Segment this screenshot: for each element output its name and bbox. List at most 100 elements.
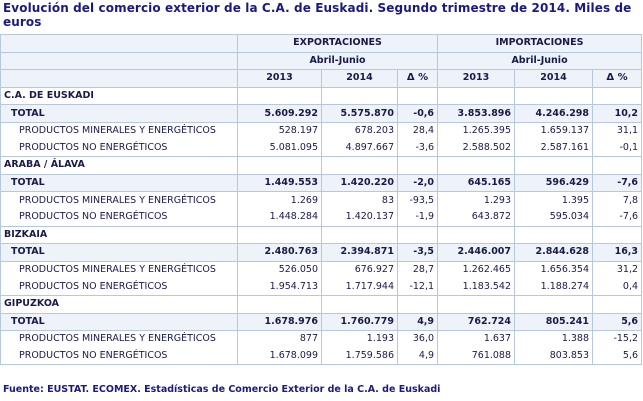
value-cell: 596.429 — [514, 173, 594, 192]
value-cell: 526.050 — [237, 260, 322, 279]
value-cell: 877 — [237, 330, 322, 348]
value-cell: 1.954.713 — [237, 278, 322, 296]
row-label-total: TOTAL — [0, 243, 238, 262]
value-cell: 31,1 — [592, 121, 643, 140]
header-importaciones: IMPORTACIONES — [437, 34, 643, 53]
value-cell: 28,4 — [396, 121, 439, 140]
value-cell: -15,2 — [592, 330, 643, 348]
value-cell: 676.927 — [321, 260, 398, 279]
empty-cell — [437, 225, 516, 244]
value-cell: 1.269 — [237, 191, 322, 209]
value-cell: 1.193 — [321, 330, 398, 348]
value-cell: 1.717.944 — [321, 278, 398, 296]
value-cell: 2.587.161 — [514, 139, 594, 158]
value-cell: 7,8 — [592, 191, 643, 209]
value-cell: 28,7 — [396, 260, 439, 279]
value-cell: 5.081.095 — [237, 139, 322, 158]
period-imp: Abril-Junio — [437, 51, 643, 70]
row-label-total: TOTAL — [0, 104, 238, 123]
value-cell: -93,5 — [396, 191, 439, 209]
source-footer: Fuente: EUSTAT. ECOMEX. Estadísticas de … — [3, 384, 441, 395]
value-cell: 803.853 — [514, 347, 594, 366]
value-cell: 16,3 — [592, 243, 643, 262]
value-cell: -12,1 — [396, 278, 439, 296]
value-cell: 2.588.502 — [437, 139, 516, 158]
value-cell: 645.165 — [437, 173, 516, 192]
value-cell: 761.088 — [437, 347, 516, 366]
empty-cell — [237, 294, 322, 313]
value-cell: -7,6 — [592, 208, 643, 227]
value-cell: 1.395 — [514, 191, 594, 209]
value-cell: 4,9 — [396, 312, 439, 331]
row-label: PRODUCTOS MINERALES Y ENERGÉTICOS — [0, 191, 238, 209]
value-cell: 83 — [321, 191, 398, 209]
empty-cell — [514, 86, 594, 105]
delta-header: Δ % — [592, 69, 643, 88]
trade-table: EXPORTACIONES IMPORTACIONES Abril-Junio … — [0, 34, 643, 366]
row-label: PRODUCTOS NO ENERGÉTICOS — [0, 347, 238, 366]
value-cell: 1.183.542 — [437, 278, 516, 296]
value-cell: 36,0 — [396, 330, 439, 348]
empty-cell — [237, 86, 322, 105]
value-cell: 1.420.137 — [321, 208, 398, 227]
row-label: PRODUCTOS MINERALES Y ENERGÉTICOS — [0, 260, 238, 279]
empty-cell — [592, 156, 643, 175]
value-cell: 5.609.292 — [237, 104, 322, 123]
value-cell: 1.388 — [514, 330, 594, 348]
empty-cell — [237, 156, 322, 175]
row-label: PRODUCTOS NO ENERGÉTICOS — [0, 278, 238, 296]
value-cell: 4.246.298 — [514, 104, 594, 123]
value-cell: 1.293 — [437, 191, 516, 209]
empty-cell — [321, 156, 398, 175]
value-cell: 1.420.220 — [321, 173, 398, 192]
value-cell: 528.197 — [237, 121, 322, 140]
empty-cell — [396, 225, 439, 244]
value-cell: 762.724 — [437, 312, 516, 331]
year-header: 2013 — [437, 69, 516, 88]
empty-cell — [396, 86, 439, 105]
empty-cell — [396, 156, 439, 175]
empty-cell — [514, 294, 594, 313]
value-cell: 0,4 — [592, 278, 643, 296]
row-label: PRODUCTOS NO ENERGÉTICOS — [0, 139, 238, 158]
section-title: C.A. DE EUSKADI — [0, 86, 238, 105]
value-cell: -3,5 — [396, 243, 439, 262]
empty-cell — [437, 86, 516, 105]
year-header: 2014 — [514, 69, 594, 88]
value-cell: 2.480.763 — [237, 243, 322, 262]
value-cell: 5,6 — [592, 347, 643, 366]
value-cell: 4,9 — [396, 347, 439, 366]
row-label-total: TOTAL — [0, 312, 238, 331]
empty-cell — [321, 225, 398, 244]
value-cell: 1.188.274 — [514, 278, 594, 296]
value-cell: 1.760.779 — [321, 312, 398, 331]
empty-cell — [237, 225, 322, 244]
corner-cell — [0, 51, 238, 70]
empty-cell — [437, 294, 516, 313]
row-label: PRODUCTOS NO ENERGÉTICOS — [0, 208, 238, 227]
value-cell: 643.872 — [437, 208, 516, 227]
value-cell: 1.637 — [437, 330, 516, 348]
header-exportaciones: EXPORTACIONES — [236, 34, 439, 53]
value-cell: 805.241 — [514, 312, 594, 331]
empty-cell — [592, 86, 643, 105]
value-cell: 1.262.465 — [437, 260, 516, 279]
value-cell: 1.265.395 — [437, 121, 516, 140]
year-header: 2013 — [237, 69, 322, 88]
corner-cell — [0, 69, 238, 88]
value-cell: 1.678.099 — [237, 347, 322, 366]
value-cell: 2.394.871 — [321, 243, 398, 262]
section-title: GIPUZKOA — [0, 294, 238, 313]
value-cell: 5,6 — [592, 312, 643, 331]
empty-cell — [321, 294, 398, 313]
value-cell: 1.678.976 — [237, 312, 322, 331]
empty-cell — [321, 86, 398, 105]
empty-cell — [437, 156, 516, 175]
row-label-total: TOTAL — [0, 173, 238, 192]
value-cell: 5.575.870 — [321, 104, 398, 123]
empty-cell — [514, 225, 594, 244]
value-cell: 4.897.667 — [321, 139, 398, 158]
empty-cell — [396, 294, 439, 313]
corner-cell — [0, 34, 238, 53]
value-cell: 3.853.896 — [437, 104, 516, 123]
